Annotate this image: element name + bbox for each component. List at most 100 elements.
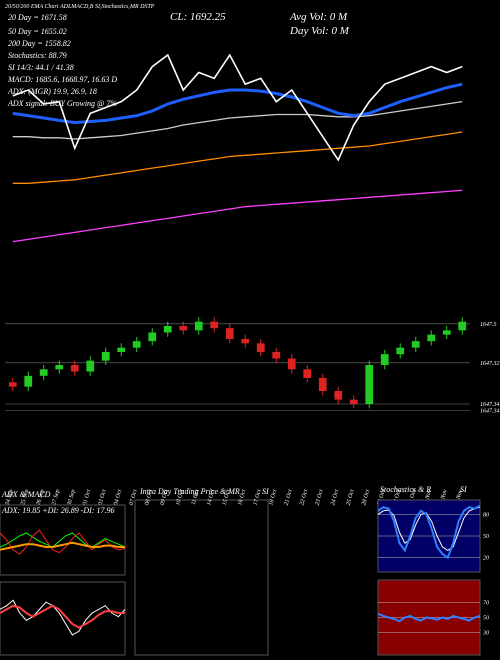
- indicator-line: [0, 532, 126, 548]
- day-vol: Day Vol: 0 M: [289, 25, 350, 37]
- candle-body: [318, 378, 327, 391]
- close-label: CL: 1692.25: [170, 11, 226, 23]
- candle-body: [396, 347, 405, 355]
- si-label: SI 14/3: 44.1 / 41.38: [8, 63, 74, 72]
- candle-body: [86, 360, 95, 372]
- y-tick-label: 1647.5: [480, 321, 497, 328]
- x-tick-label: 04 Oct: [112, 488, 123, 506]
- candle-body: [179, 326, 188, 331]
- candle-body: [256, 343, 265, 352]
- x-tick-label: 21 Oct: [284, 489, 294, 506]
- top-caption: 20/50/200 EMA Chart ADLMACD,B SI,Stochas…: [5, 4, 155, 10]
- candle-body: [241, 339, 250, 344]
- intraday-title: Intra Day Trading Price & MR: [139, 487, 240, 496]
- macd-label: MACD: 1685.6, 1668.97, 16.63 D: [7, 75, 117, 84]
- candle-body: [70, 365, 79, 372]
- x-tick-label: 18 Oct: [268, 489, 278, 506]
- x-tick-label: 25 Oct: [346, 489, 356, 506]
- candle-body: [225, 328, 234, 339]
- candle-body: [303, 369, 312, 378]
- candle-body: [24, 375, 33, 387]
- adx-label: ADX: (MGR) 19.9, 26.9, 18: [7, 87, 97, 96]
- panel-subtitle: ADX: 19.85 +DI: 26.89 -DI: 17.96: [1, 506, 115, 515]
- indicator-line: [0, 529, 126, 555]
- candle-body: [55, 365, 64, 370]
- candle-body: [365, 365, 374, 404]
- x-tick-label: 30 Sep: [66, 489, 76, 507]
- candle-body: [287, 358, 296, 370]
- x-tick-label: 14 Oct: [205, 488, 216, 506]
- x-tick-label: 29 Oct: [377, 489, 387, 506]
- ma-line: [12, 189, 463, 243]
- candle-body: [349, 399, 358, 404]
- candle-body: [8, 382, 17, 387]
- x-tick-label: 26 Sep: [36, 489, 46, 506]
- candle-body: [272, 352, 281, 359]
- indicator-line: [377, 504, 481, 560]
- x-tick-label: 27 Sep: [51, 489, 61, 506]
- x-tick-label: 01 Nov: [423, 489, 433, 507]
- candle-body: [132, 341, 141, 348]
- x-tick-label: 24 Oct: [329, 488, 340, 506]
- candle-body: [442, 330, 451, 335]
- candle-body: [163, 326, 172, 333]
- x-tick-label: 10 Oct: [175, 489, 185, 506]
- stoch-label: Stochastics: 88.79: [8, 51, 67, 60]
- x-tick-label: 11 Oct: [191, 489, 201, 506]
- ma-20-label: 20 Day = 1671.58: [8, 13, 67, 22]
- indicator-line: [0, 604, 125, 629]
- x-tick-label: 23 Oct: [315, 489, 325, 506]
- candle-body: [148, 332, 157, 342]
- panel-title: ADX & MACD: [1, 490, 51, 499]
- indicator-line: [377, 506, 481, 552]
- y-tick-label: 30: [482, 631, 489, 637]
- ma-line: [12, 101, 463, 140]
- panel-title: Stochastics & R: [380, 485, 431, 494]
- x-tick-label: 30 Oct: [392, 489, 402, 507]
- x-tick-label: 28 Oct: [361, 489, 371, 506]
- x-tick-label: 07 Oct: [129, 489, 139, 506]
- candle-body: [427, 334, 436, 342]
- candle-body: [194, 321, 203, 331]
- ma-line: [12, 53, 463, 162]
- indicator-line: [377, 612, 481, 623]
- candle-body: [380, 354, 389, 365]
- y-tick-label: 80: [483, 512, 489, 518]
- candle-body: [411, 341, 420, 348]
- avg-vol: Avg Vol: 0 M: [289, 11, 348, 23]
- indicator-line: [0, 541, 125, 551]
- intraday-box: [134, 499, 269, 656]
- y-tick-label: 50: [483, 616, 489, 622]
- ma-line: [12, 131, 463, 184]
- ma-50-label: 50 Day = 1655.02: [8, 27, 67, 36]
- y-tick-label: 70: [483, 601, 489, 607]
- x-tick-label: 04 Nov: [437, 488, 448, 507]
- adx-signal: ADX signal: BUY Growing @ 7%: [7, 99, 117, 108]
- candle-body: [117, 347, 126, 352]
- panel-border: [0, 581, 126, 656]
- x-tick-label: 17 Oct: [253, 489, 263, 506]
- candle-body: [210, 321, 219, 329]
- x-tick-label: 25 Sep: [20, 489, 30, 506]
- ma-200-label: 200 Day = 1558.82: [8, 39, 71, 48]
- x-tick-label: 03 Oct: [98, 489, 108, 506]
- x-tick-label: 09 Oct: [160, 489, 170, 506]
- intraday-si: SI: [262, 487, 269, 496]
- x-tick-label: 01 Oct: [82, 489, 92, 506]
- x-tick-label: 24 Sep: [4, 489, 15, 506]
- candle-body: [334, 391, 343, 400]
- indicator-line: [0, 599, 126, 636]
- x-tick-label: 08 Oct: [144, 489, 154, 506]
- y-tick-label: 20: [483, 556, 489, 562]
- panel-border: [0, 504, 126, 576]
- x-tick-label: 22 Oct: [299, 489, 309, 506]
- candle-body: [458, 321, 467, 331]
- y-tick-label: 1647.34: [480, 401, 500, 408]
- x-tick-label: 15 Oct: [222, 489, 232, 506]
- ma-line: [12, 82, 463, 125]
- x-tick-label: 05 Nov: [454, 489, 464, 507]
- y-tick-label: 1647.34: [480, 408, 500, 415]
- panel-subtitle: SI: [460, 485, 467, 494]
- x-tick-label: 31 Oct: [407, 489, 417, 507]
